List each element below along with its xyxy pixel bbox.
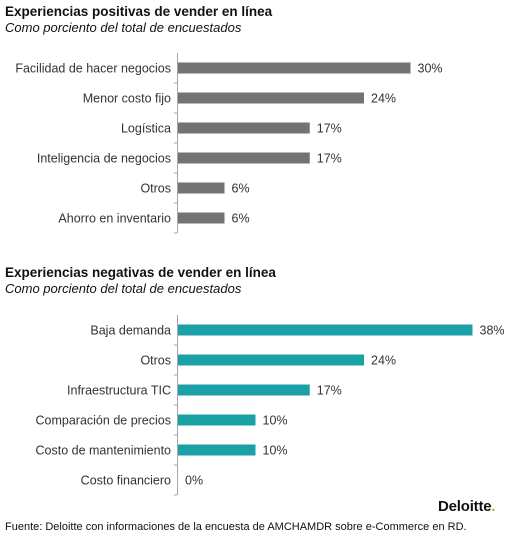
bar [178,324,473,336]
bar [178,62,411,74]
category-label: Otros [140,354,171,368]
bar-chart-positive: Facilidad de hacer negocios 30% Menor cost… [15,53,443,234]
chart-subtitle-positive: Como porciento del total de encuestados [5,20,242,35]
data-label: 17% [317,122,342,136]
logo-text: Deloitte [438,498,492,515]
bar [178,384,310,396]
chart-subtitle-negative: Como porciento del total de encuestados [5,281,242,296]
logo-dot: . [491,498,496,515]
data-label: 38% [480,324,505,338]
chart-title-positive: Experiencias positivas de vender en líne… [5,4,273,19]
category-label: Comparación de precios [36,414,172,428]
data-label: 24% [371,354,396,368]
bar [178,182,225,194]
category-label: Ahorro en inventario [58,212,171,226]
category-label: Logística [121,122,171,136]
bar-chart-negative: Baja demanda 38% Otros 24% Infraestructura T… [36,315,505,496]
data-label: 6% [232,182,250,196]
bar [178,92,364,104]
data-label: 0% [185,474,203,488]
data-label: 17% [317,384,342,398]
bar [178,212,225,224]
category-label: Facilidad de hacer negocios [15,62,171,76]
data-label: 30% [418,62,443,76]
deloitte-logo: Deloitte. [438,498,496,515]
bar [178,152,310,164]
category-label: Menor costo fijo [83,92,171,106]
category-label: Inteligencia de negocios [37,152,171,166]
bar [178,444,256,456]
category-label: Otros [140,182,171,196]
source-note: Fuente: Deloitte con informaciones de la… [5,521,467,533]
data-label: 17% [317,152,342,166]
chart-title-negative: Experiencias negativas de vender en líne… [5,265,276,280]
bar [178,414,256,426]
data-label: 6% [232,212,250,226]
data-label: 10% [263,444,288,458]
category-label: Costo financiero [81,474,171,488]
category-label: Costo de mantenimiento [36,444,172,458]
bar [178,354,364,366]
category-label: Infraestructura TIC [67,384,171,398]
bar [178,122,310,134]
category-label: Baja demanda [90,324,171,338]
data-label: 10% [263,414,288,428]
data-label: 24% [371,92,396,106]
